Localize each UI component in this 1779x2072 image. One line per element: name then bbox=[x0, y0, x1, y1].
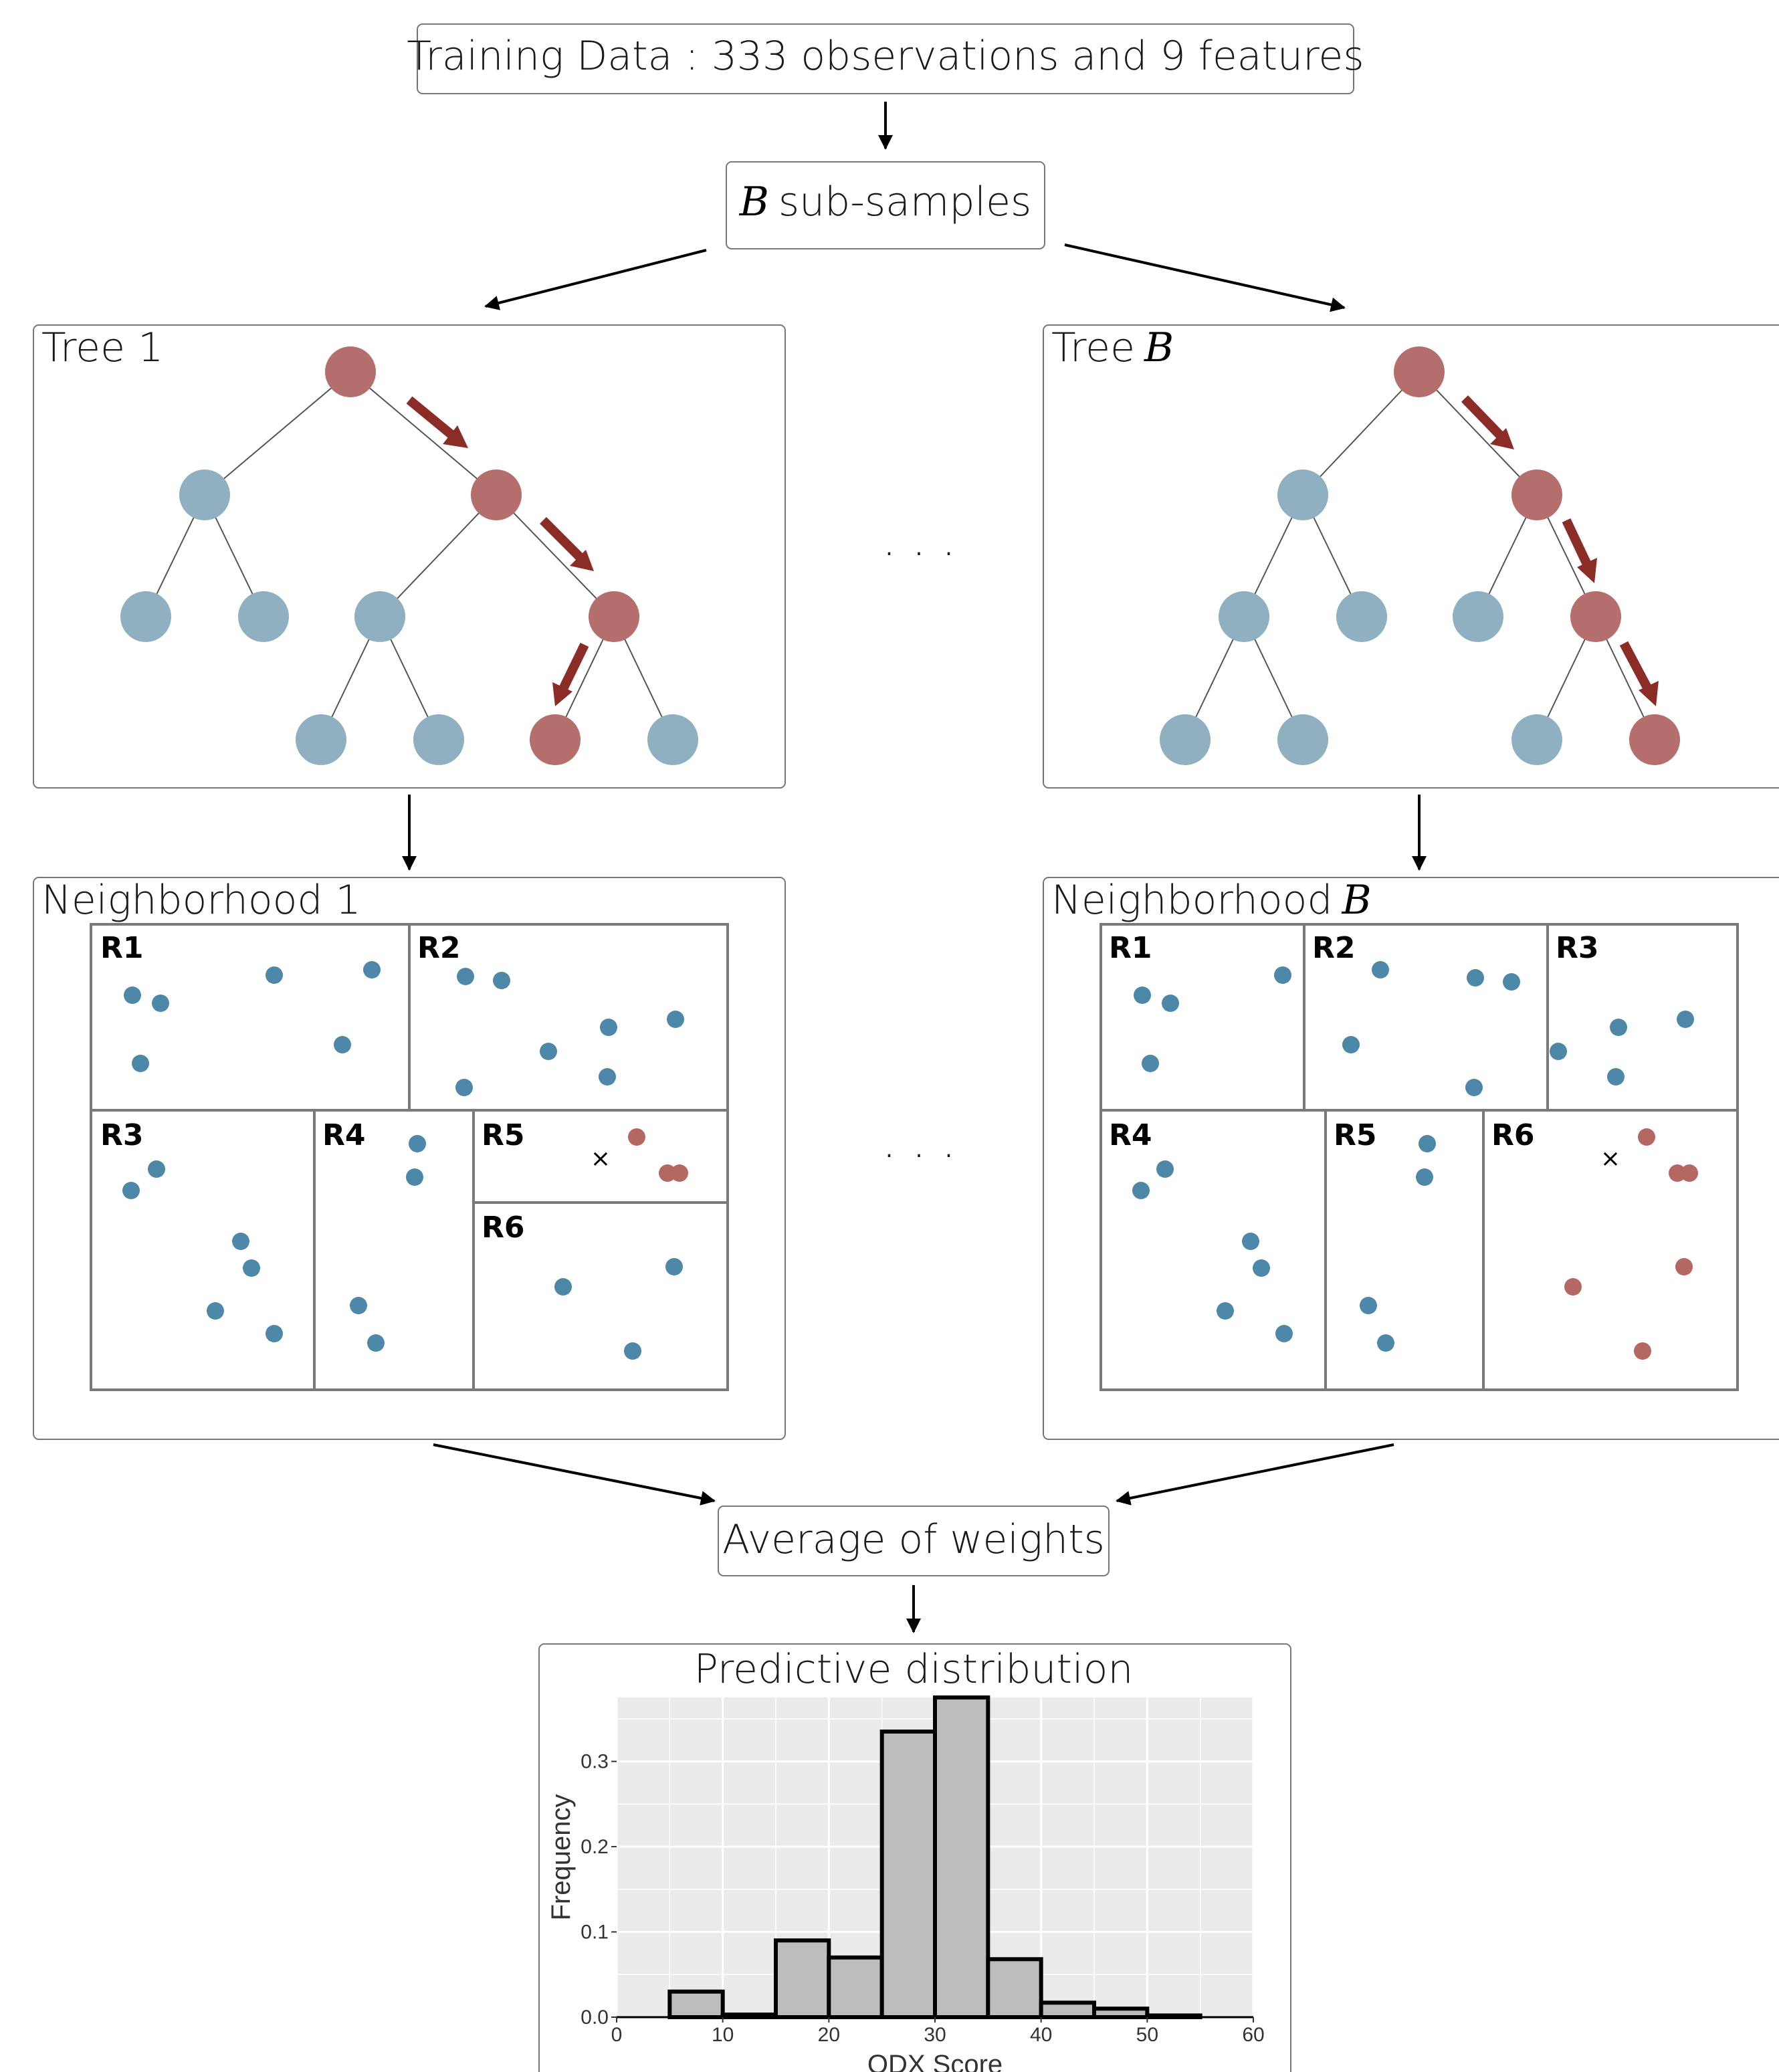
region-label: R5 bbox=[1334, 1118, 1377, 1152]
tree-node bbox=[530, 714, 581, 765]
tree-node bbox=[1277, 714, 1328, 765]
region-label: R5 bbox=[482, 1118, 525, 1152]
neighborhood1-red-points bbox=[628, 1128, 688, 1182]
neighborhoodB-points bbox=[1132, 961, 1694, 1352]
tree-node bbox=[238, 591, 289, 642]
tree1-path-arrows bbox=[406, 396, 594, 706]
tree-node bbox=[179, 470, 230, 520]
histogram-bar bbox=[1092, 2006, 1150, 2020]
y-tick-label: 0.2 bbox=[581, 1836, 609, 1858]
trees-ellipsis: . . . bbox=[881, 512, 956, 566]
x-tick-label: 40 bbox=[1030, 2024, 1052, 2046]
tree-node bbox=[471, 470, 522, 520]
arrow-n1-to-average bbox=[433, 1443, 716, 1506]
x-axis-title: ODX Score bbox=[867, 2050, 1003, 2072]
treeB-title: Tree B bbox=[1051, 324, 1174, 371]
tree-node bbox=[413, 714, 464, 765]
treeB-nodes bbox=[1160, 346, 1680, 765]
tree-node bbox=[1219, 591, 1269, 642]
y-axis-title: Frequency bbox=[546, 1794, 576, 1921]
region-label: R3 bbox=[1556, 931, 1599, 965]
tree-node bbox=[1277, 470, 1328, 520]
tree-node bbox=[120, 591, 171, 642]
tree1-nodes bbox=[120, 346, 698, 765]
region-label: R6 bbox=[482, 1211, 525, 1245]
y-tick-label: 0.3 bbox=[581, 1751, 609, 1773]
training-data-label: Training Data : 333 observations and 9 f… bbox=[407, 33, 1364, 80]
histogram-bar bbox=[986, 1957, 1043, 2020]
tree1-panel: Tree 1 bbox=[33, 324, 786, 789]
tree-node bbox=[1629, 714, 1680, 765]
histogram-bar bbox=[667, 1989, 725, 2020]
neighborhood1-title: Neighborhood 1 bbox=[41, 877, 361, 924]
histogram-bar bbox=[879, 1729, 937, 2019]
region-label: R6 bbox=[1491, 1118, 1535, 1152]
training-data-box: Training Data : 333 observations and 9 f… bbox=[407, 23, 1364, 94]
histogram-bar bbox=[1039, 2000, 1096, 2019]
tree-node bbox=[325, 346, 376, 397]
neighborhoodB-partition bbox=[1100, 923, 1739, 1391]
arrow-to-tree1 bbox=[484, 249, 707, 310]
query-marker: × bbox=[1600, 1145, 1620, 1172]
treeB-panel: Tree B bbox=[1043, 324, 1779, 789]
histogram-bar bbox=[774, 1938, 831, 2020]
region-label: R1 bbox=[1109, 931, 1152, 965]
histogram-bar bbox=[933, 1695, 990, 2019]
average-label: Average of weights bbox=[722, 1516, 1105, 1563]
y-tick-label: 0.1 bbox=[581, 1922, 609, 1944]
neighborhood1-points bbox=[122, 961, 684, 1360]
tree-node bbox=[1511, 714, 1562, 765]
region-label: R4 bbox=[1109, 1118, 1152, 1152]
treeB-path-arrows bbox=[1461, 395, 1659, 706]
arrow-nB-to-average bbox=[1116, 1443, 1394, 1506]
x-tick-label: 50 bbox=[1136, 2024, 1158, 2046]
neighborhoodB-panel: Neighborhood B R1 R2 R3 R4 R5 R6 bbox=[1043, 877, 1779, 1440]
neighborhoodB-red-points bbox=[1564, 1128, 1698, 1360]
y-tick-label: 0.0 bbox=[581, 2006, 609, 2029]
histogram-bar bbox=[827, 1955, 884, 2020]
x-tick-label: 0 bbox=[611, 2024, 623, 2046]
tree-node bbox=[296, 714, 346, 765]
tree-node bbox=[1511, 470, 1562, 520]
histogram-plot: 0 10 20 30 40 50 60 0.0 0.1 0.2 0.3 ODX Score Freque… bbox=[546, 1695, 1265, 2072]
region-label: R3 bbox=[100, 1118, 144, 1152]
average-box: Average of weights bbox=[718, 1506, 1110, 1576]
arrow-to-treeB bbox=[1064, 243, 1346, 312]
region-label: R1 bbox=[100, 931, 144, 965]
x-tick-label: 10 bbox=[712, 2024, 734, 2046]
histogram-title: Predictive distribution bbox=[694, 1646, 1134, 1693]
x-tick-label: 30 bbox=[924, 2024, 946, 2046]
tree-node bbox=[1160, 714, 1211, 765]
query-marker: × bbox=[591, 1145, 611, 1172]
tree-node bbox=[1570, 591, 1621, 642]
tree-node bbox=[1394, 346, 1445, 397]
x-tick-label: 20 bbox=[818, 2024, 840, 2046]
region-label: R2 bbox=[417, 931, 461, 965]
tree-node bbox=[647, 714, 698, 765]
region-label: R4 bbox=[322, 1118, 366, 1152]
neighborhood1-panel: Neighborhood 1 R1 R2 R3 R4 R5 R6 bbox=[33, 877, 786, 1440]
neighborhoodB-title: Neighborhood B bbox=[1051, 877, 1372, 924]
region-label: R2 bbox=[1312, 931, 1356, 965]
tree-node bbox=[1336, 591, 1387, 642]
neighborhoods-ellipsis: . . . bbox=[881, 1114, 956, 1168]
neighborhood1-region-labels: R1 R2 R3 R4 R5 R6 bbox=[100, 931, 525, 1245]
tree1-title: Tree 1 bbox=[41, 324, 163, 371]
neighborhood1-partition bbox=[90, 923, 729, 1391]
tree-node bbox=[354, 591, 405, 642]
tree-node bbox=[1453, 591, 1503, 642]
histogram-panel: Predictive distribution 0 10 20 30 40 50 60 0.0… bbox=[538, 1643, 1291, 2072]
tree-node bbox=[589, 591, 639, 642]
neighborhoodB-region-labels: R1 R2 R3 R4 R5 R6 bbox=[1109, 931, 1599, 1152]
x-tick-label: 60 bbox=[1242, 2024, 1264, 2046]
